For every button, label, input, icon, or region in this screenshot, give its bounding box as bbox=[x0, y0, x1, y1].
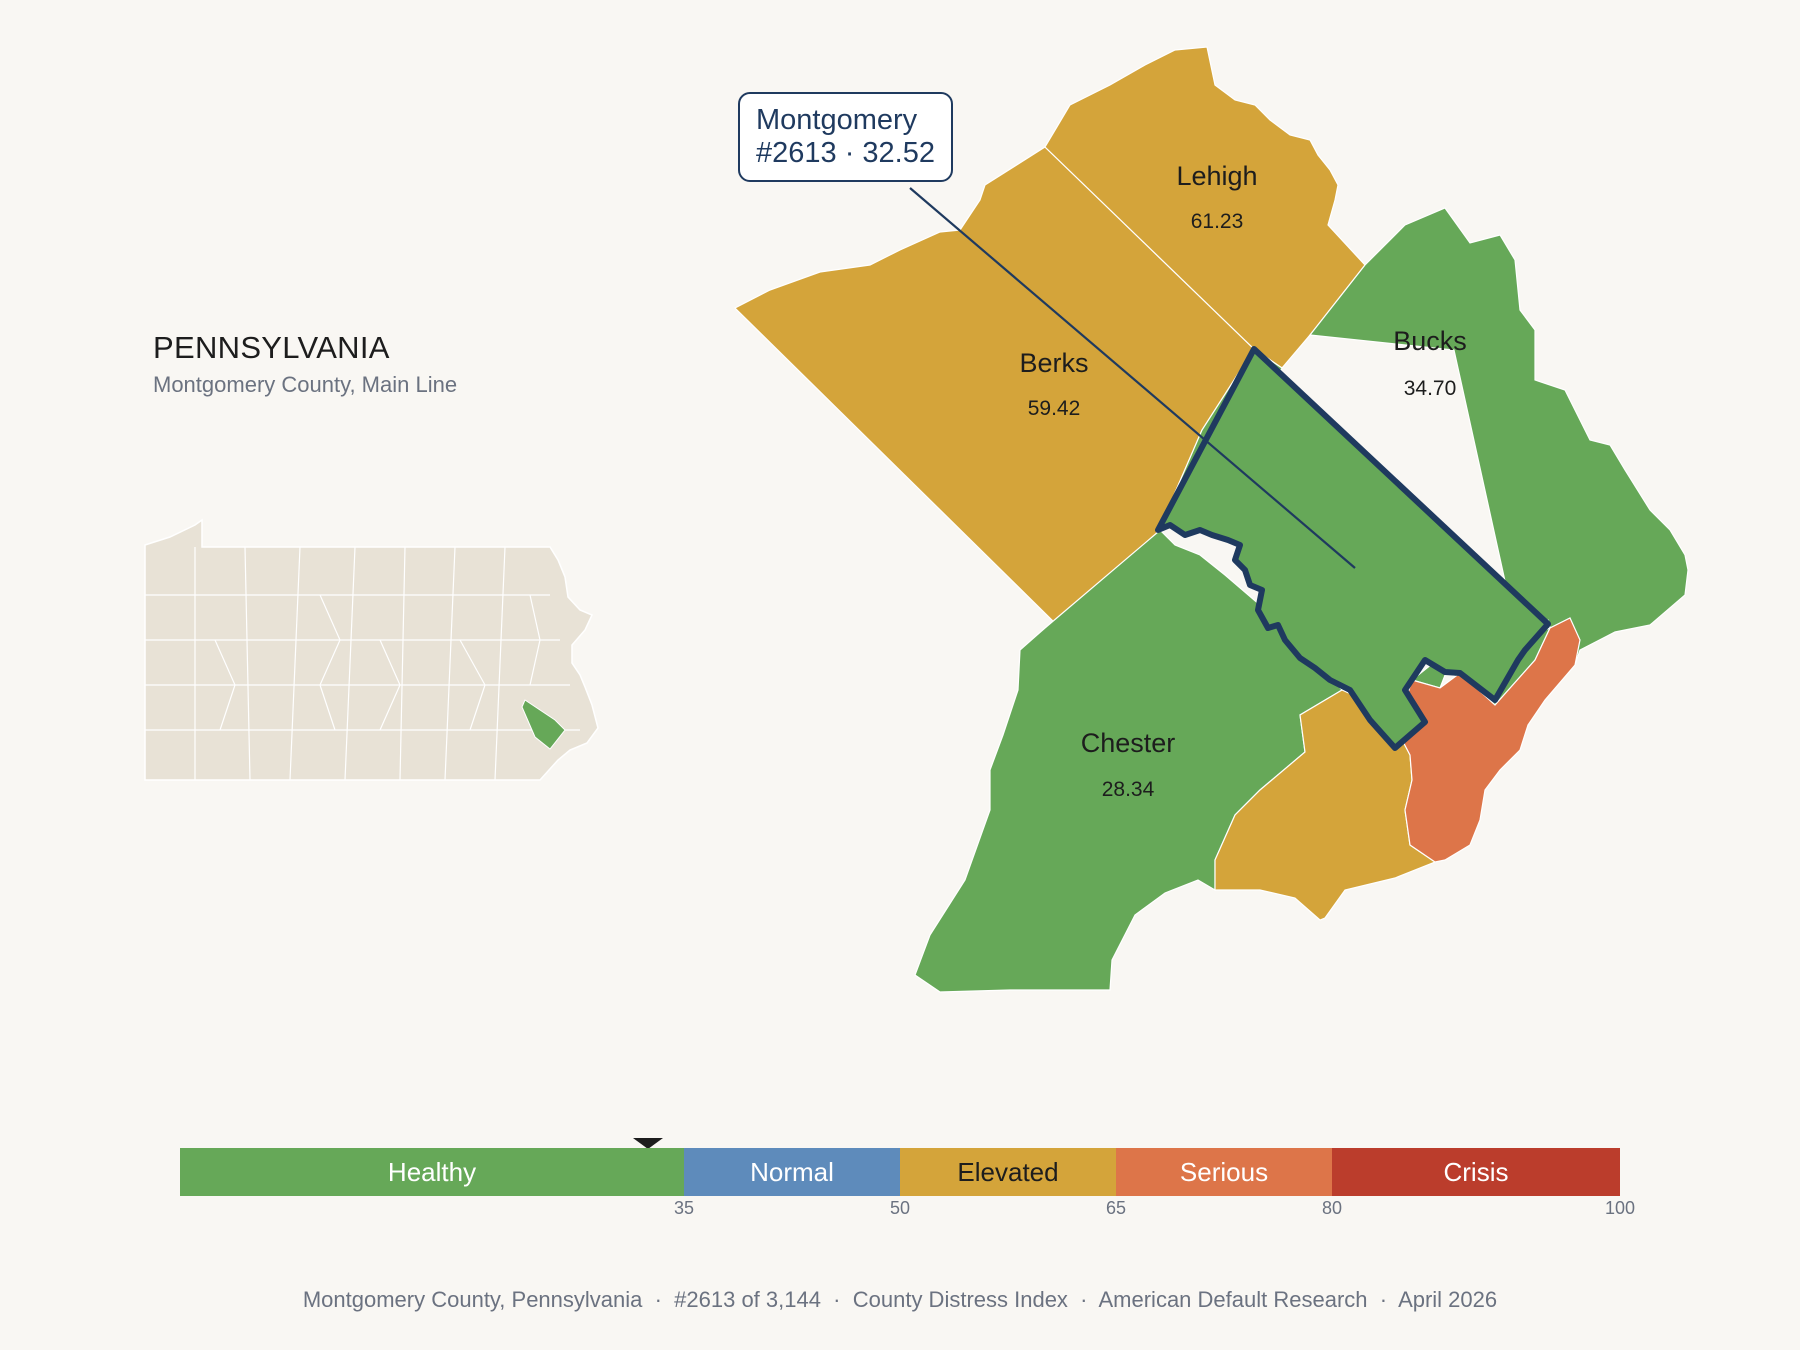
state-title: PENNSYLVANIA bbox=[153, 330, 390, 365]
county-value-bucks: 34.70 bbox=[1404, 377, 1457, 400]
scale-tick: 100 bbox=[1604, 1198, 1636, 1218]
highlighted-county-callout: Montgomery #2613 · 32.52 bbox=[738, 92, 953, 182]
callout-rank-score: #2613 · 32.52 bbox=[756, 137, 935, 169]
footer-caption: Montgomery County, Pennsylvania · #2613 … bbox=[302, 1287, 1498, 1312]
scale-band-healthy: Healthy bbox=[180, 1148, 684, 1196]
county-label-bucks: Bucks bbox=[1393, 326, 1467, 356]
county-label-berks: Berks bbox=[1019, 348, 1088, 378]
county-boundaries bbox=[145, 546, 580, 781]
scale-tick: 80 bbox=[1321, 1198, 1343, 1218]
county-value-berks: 59.42 bbox=[1028, 397, 1081, 420]
county-label-chester: Chester bbox=[1081, 728, 1176, 758]
scale-band-serious: Serious bbox=[1116, 1148, 1332, 1196]
callout-county-name: Montgomery bbox=[756, 104, 918, 136]
county-value-lehigh: 61.23 bbox=[1191, 210, 1244, 233]
scale-tick: 50 bbox=[889, 1198, 911, 1218]
county-value-chester: 28.34 bbox=[1102, 778, 1155, 801]
inset-montgomery-highlight bbox=[521, 699, 566, 750]
scale-band-crisis: Crisis bbox=[1332, 1148, 1620, 1196]
scale-band-normal: Normal bbox=[684, 1148, 900, 1196]
scale-band-elevated: Elevated bbox=[900, 1148, 1116, 1196]
scale-tick: 65 bbox=[1105, 1198, 1127, 1218]
pennsylvania-locator-map bbox=[144, 518, 599, 781]
county-montgomery[interactable] bbox=[1155, 346, 1551, 751]
distress-scale: Healthy Normal Elevated Serious Crisis bbox=[180, 1148, 1620, 1196]
scale-marker-icon bbox=[633, 1138, 663, 1149]
scale-tick: 35 bbox=[673, 1198, 695, 1218]
state-subtitle: Montgomery County, Main Line bbox=[153, 372, 458, 397]
county-unlabeled-serious bbox=[1396, 617, 1581, 863]
callout-leader-line bbox=[909, 187, 1356, 569]
pennsylvania-outline bbox=[144, 518, 599, 781]
county-label-lehigh: Lehigh bbox=[1176, 161, 1257, 191]
